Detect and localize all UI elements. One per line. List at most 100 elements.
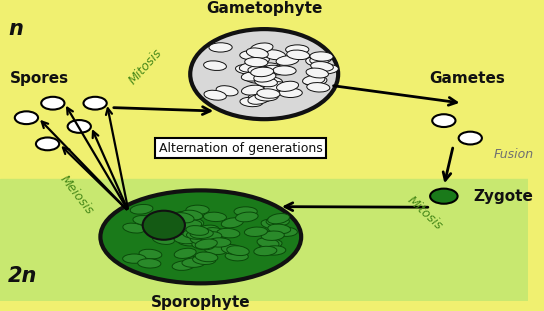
Ellipse shape xyxy=(184,256,206,266)
Ellipse shape xyxy=(186,205,209,215)
Ellipse shape xyxy=(172,213,194,223)
Ellipse shape xyxy=(174,234,196,244)
Ellipse shape xyxy=(261,231,285,240)
Text: Mitosis: Mitosis xyxy=(126,46,165,87)
Ellipse shape xyxy=(244,227,268,236)
Ellipse shape xyxy=(122,254,146,263)
Ellipse shape xyxy=(244,73,267,83)
Ellipse shape xyxy=(251,67,274,77)
Ellipse shape xyxy=(199,231,222,241)
Circle shape xyxy=(41,97,64,109)
Ellipse shape xyxy=(203,212,226,221)
Ellipse shape xyxy=(152,234,175,244)
Ellipse shape xyxy=(302,75,325,85)
Ellipse shape xyxy=(196,225,219,235)
Ellipse shape xyxy=(268,214,289,224)
Ellipse shape xyxy=(166,227,189,237)
Ellipse shape xyxy=(174,248,196,258)
Ellipse shape xyxy=(236,212,258,222)
Ellipse shape xyxy=(209,43,232,52)
Ellipse shape xyxy=(143,211,185,240)
Ellipse shape xyxy=(259,64,281,74)
Ellipse shape xyxy=(190,235,213,245)
Circle shape xyxy=(83,97,107,109)
Ellipse shape xyxy=(234,207,257,216)
Circle shape xyxy=(430,189,458,204)
Ellipse shape xyxy=(276,56,299,65)
Ellipse shape xyxy=(255,92,279,101)
Circle shape xyxy=(67,120,91,133)
Bar xyxy=(0,179,528,301)
Ellipse shape xyxy=(187,230,209,239)
Ellipse shape xyxy=(205,228,226,238)
Circle shape xyxy=(459,132,482,144)
Text: Sporophyte: Sporophyte xyxy=(151,295,251,310)
Ellipse shape xyxy=(193,255,215,264)
Text: Spores: Spores xyxy=(10,71,69,86)
Ellipse shape xyxy=(257,238,279,248)
Text: Mitosis: Mitosis xyxy=(405,194,446,233)
Text: Gametophyte: Gametophyte xyxy=(206,1,323,16)
Circle shape xyxy=(15,111,38,124)
Text: Gametes: Gametes xyxy=(430,71,505,86)
Ellipse shape xyxy=(263,50,286,60)
Ellipse shape xyxy=(315,64,338,74)
Ellipse shape xyxy=(286,45,309,54)
Ellipse shape xyxy=(257,63,281,72)
Ellipse shape xyxy=(246,55,269,65)
Ellipse shape xyxy=(257,89,280,98)
Ellipse shape xyxy=(306,57,328,67)
Ellipse shape xyxy=(225,252,248,261)
Ellipse shape xyxy=(254,72,276,82)
Circle shape xyxy=(36,137,59,150)
Ellipse shape xyxy=(242,49,264,59)
Ellipse shape xyxy=(175,211,196,222)
Ellipse shape xyxy=(123,223,145,233)
Ellipse shape xyxy=(245,58,268,67)
Ellipse shape xyxy=(251,43,273,53)
Ellipse shape xyxy=(236,65,258,74)
Bar xyxy=(0,10,528,179)
Ellipse shape xyxy=(310,54,332,64)
Ellipse shape xyxy=(190,229,213,239)
Ellipse shape xyxy=(304,76,327,86)
Ellipse shape xyxy=(199,239,221,249)
Ellipse shape xyxy=(181,218,203,227)
Ellipse shape xyxy=(242,72,264,81)
Ellipse shape xyxy=(240,50,263,60)
Ellipse shape xyxy=(186,233,208,243)
Ellipse shape xyxy=(186,228,209,238)
Circle shape xyxy=(432,114,455,127)
Ellipse shape xyxy=(276,81,299,91)
Ellipse shape xyxy=(183,228,206,238)
Ellipse shape xyxy=(250,66,274,75)
Ellipse shape xyxy=(180,210,203,220)
Ellipse shape xyxy=(178,220,202,229)
Ellipse shape xyxy=(205,245,227,254)
Ellipse shape xyxy=(171,225,194,235)
Ellipse shape xyxy=(254,246,277,256)
Ellipse shape xyxy=(287,50,310,60)
Ellipse shape xyxy=(264,82,287,91)
Ellipse shape xyxy=(255,77,277,87)
Ellipse shape xyxy=(138,259,161,268)
Ellipse shape xyxy=(259,77,282,86)
Ellipse shape xyxy=(216,86,238,96)
Ellipse shape xyxy=(130,204,153,214)
Ellipse shape xyxy=(246,73,269,82)
Ellipse shape xyxy=(246,48,268,58)
Ellipse shape xyxy=(186,225,208,235)
Ellipse shape xyxy=(180,236,203,245)
Ellipse shape xyxy=(195,239,217,249)
Text: Alternation of generations: Alternation of generations xyxy=(158,142,322,155)
Ellipse shape xyxy=(177,236,201,246)
Ellipse shape xyxy=(248,93,271,102)
Ellipse shape xyxy=(248,66,271,75)
Ellipse shape xyxy=(261,219,283,229)
Ellipse shape xyxy=(203,61,226,71)
Ellipse shape xyxy=(240,97,263,107)
Ellipse shape xyxy=(204,90,226,100)
Text: n: n xyxy=(8,19,23,39)
Ellipse shape xyxy=(227,246,249,256)
Ellipse shape xyxy=(133,216,156,225)
